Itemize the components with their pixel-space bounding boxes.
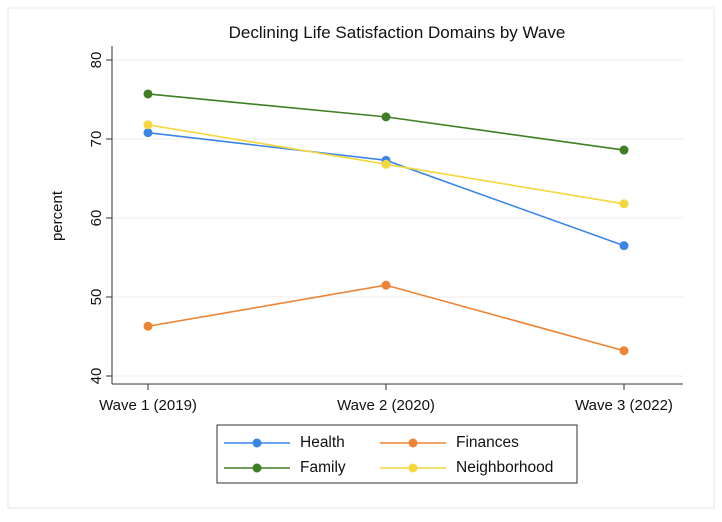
- legend: Health Finances Family Neighborhood: [216, 424, 578, 484]
- data-point-health: [143, 128, 153, 138]
- y-tick-label: 40: [88, 368, 105, 385]
- legend-marker-finances: [408, 438, 418, 448]
- data-point-family: [619, 145, 629, 155]
- legend-item-family: Family: [224, 459, 346, 476]
- data-point-family: [381, 112, 391, 122]
- legend-box: [216, 424, 578, 484]
- y-tick-label: 60: [88, 210, 105, 227]
- data-point-neighborhood: [619, 199, 629, 209]
- y-tick-label: 50: [88, 289, 105, 306]
- x-tick-label: Wave 3 (2022): [575, 397, 673, 414]
- legend-label-neighborhood: Neighborhood: [456, 459, 553, 476]
- x-axis-ticks: Wave 1 (2019) Wave 2 (2020) Wave 3 (2022): [99, 384, 673, 414]
- legend-marker-health: [252, 438, 262, 448]
- y-axis-title: percent: [49, 190, 66, 241]
- x-tick-label: Wave 1 (2019): [99, 397, 197, 414]
- y-axis-ticks: 40 50 60 70 80: [88, 52, 112, 385]
- gridlines: [112, 59, 683, 377]
- data-point-family: [143, 89, 153, 99]
- data-point-neighborhood: [143, 120, 153, 130]
- chart-title: Declining Life Satisfaction Domains by W…: [229, 23, 566, 42]
- data-point-neighborhood: [381, 159, 391, 169]
- y-tick-label: 80: [88, 52, 105, 69]
- legend-item-health: Health: [224, 434, 345, 451]
- legend-marker-neighborhood: [408, 463, 418, 473]
- x-tick-label: Wave 2 (2020): [337, 397, 435, 414]
- y-tick-label: 70: [88, 131, 105, 148]
- data-point-finances: [619, 346, 629, 356]
- legend-label-health: Health: [300, 434, 345, 451]
- series-layer: [143, 89, 629, 356]
- legend-item-finances: Finances: [380, 434, 519, 451]
- data-point-health: [619, 241, 629, 251]
- legend-marker-family: [252, 463, 262, 473]
- data-point-finances: [381, 280, 391, 290]
- legend-label-finances: Finances: [456, 434, 519, 451]
- data-point-finances: [143, 321, 153, 331]
- legend-item-neighborhood: Neighborhood: [380, 459, 553, 476]
- legend-label-family: Family: [300, 459, 346, 476]
